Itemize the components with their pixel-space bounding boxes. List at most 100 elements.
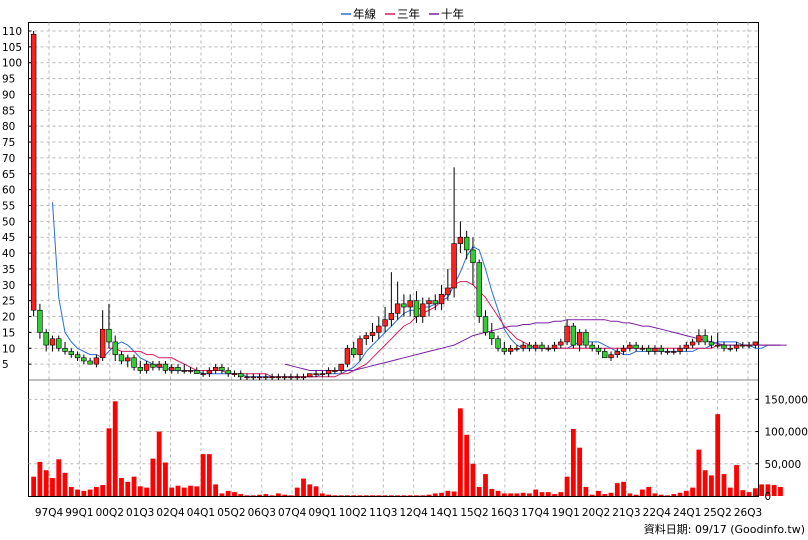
candle-body (476, 262, 482, 317)
volume-bar (570, 428, 576, 496)
x-tick-label: 05Q2 (217, 507, 245, 519)
candle-body (539, 344, 545, 349)
candle-body (263, 376, 269, 379)
volume-bar (326, 494, 332, 496)
volume-bar (43, 470, 49, 496)
volume-bar (319, 493, 325, 496)
candle-body (645, 347, 652, 352)
volume-bar (627, 493, 633, 496)
volume-bar (81, 490, 87, 496)
volume-bar (382, 495, 388, 496)
candle-body (407, 300, 413, 308)
x-tick-label: 25Q2 (703, 507, 731, 519)
candle-body (244, 376, 250, 379)
candle-body (639, 347, 646, 350)
volume-bar (702, 470, 708, 496)
candle-body (438, 294, 445, 305)
candle-body (194, 370, 200, 374)
candle-body (319, 373, 326, 375)
volume-bar (759, 484, 765, 496)
candle-body (143, 363, 150, 371)
candle-body (118, 354, 125, 362)
candle-body (420, 303, 426, 317)
x-tick-label: 07Q4 (278, 507, 307, 519)
candle-body (495, 338, 501, 349)
price-tick-label: 85 (2, 105, 15, 117)
candle-body (589, 344, 595, 349)
candle-body (369, 332, 376, 336)
candle-body (382, 319, 388, 327)
candle-body (708, 341, 715, 346)
candle-body (281, 376, 288, 379)
x-tick-label: 00Q2 (96, 507, 124, 519)
candle-body (696, 335, 702, 343)
candle-body (338, 363, 344, 371)
x-tick-label: 97Q4 (35, 507, 64, 519)
candle-body (363, 335, 369, 340)
candle-body (300, 376, 307, 379)
volume-bar (439, 492, 444, 496)
volume-bar (533, 489, 539, 496)
volume-bar (778, 486, 783, 496)
candle-body (112, 341, 118, 355)
candle-body (752, 341, 759, 346)
candle-body (62, 347, 68, 352)
volume-bar (376, 495, 382, 496)
candle-body (677, 347, 683, 352)
candle-body (238, 373, 244, 378)
price-tick-label: 95 (2, 74, 15, 86)
volume-bar (275, 493, 281, 496)
volume-bar (432, 493, 438, 496)
volume-bar (508, 493, 514, 496)
volume-bar (671, 494, 677, 496)
candle-body (426, 300, 432, 305)
price-tick-label: 5 (2, 359, 9, 371)
candle-body (294, 376, 300, 379)
volume-bar (144, 487, 150, 496)
candle-body (376, 325, 382, 333)
candle-body (614, 351, 620, 355)
x-tick-label: 04Q1 (187, 507, 215, 519)
volume-bar (457, 408, 463, 496)
volume-bar (420, 495, 426, 496)
volume-bar (119, 477, 124, 496)
candle-body (325, 370, 332, 374)
candle-body (212, 367, 219, 371)
volume-bar (244, 495, 250, 496)
candle-body (187, 370, 194, 372)
candle-body (457, 236, 464, 244)
volume-bar (683, 490, 689, 496)
volume-bar (665, 495, 670, 496)
price-tick-label: 45 (2, 232, 15, 244)
candle-body (351, 347, 357, 355)
volume-bar (721, 474, 727, 496)
x-tick-label: 20Q2 (582, 507, 610, 519)
candle-body (689, 341, 696, 346)
candle-body (68, 351, 74, 355)
candle-body (394, 303, 401, 314)
volume-bar (301, 478, 306, 496)
volume-bar (156, 431, 162, 496)
volume-bar (294, 487, 300, 496)
volume-bar (345, 495, 350, 496)
candle-body (219, 367, 225, 371)
volume-bar (370, 495, 375, 496)
x-tick-label: 14Q1 (430, 507, 458, 519)
volume-bar (31, 476, 37, 496)
volume-bar (740, 490, 746, 496)
x-tick-label: 11Q3 (369, 507, 397, 519)
volume-bar (596, 490, 601, 496)
candle-body (551, 344, 558, 349)
volume-tick-label: 0 (765, 491, 772, 503)
x-tick-label: 06Q3 (248, 507, 276, 519)
candle-body (125, 357, 131, 362)
volume-bar (163, 462, 168, 496)
candle-body (463, 236, 470, 251)
volume-bar (307, 484, 313, 496)
candle-body (87, 360, 93, 365)
volume-bar (238, 494, 244, 496)
legend-item-label: 三年 (397, 7, 420, 21)
price-tick-label: 65 (2, 169, 15, 181)
candle-body (344, 347, 351, 365)
volume-bar (746, 492, 752, 496)
